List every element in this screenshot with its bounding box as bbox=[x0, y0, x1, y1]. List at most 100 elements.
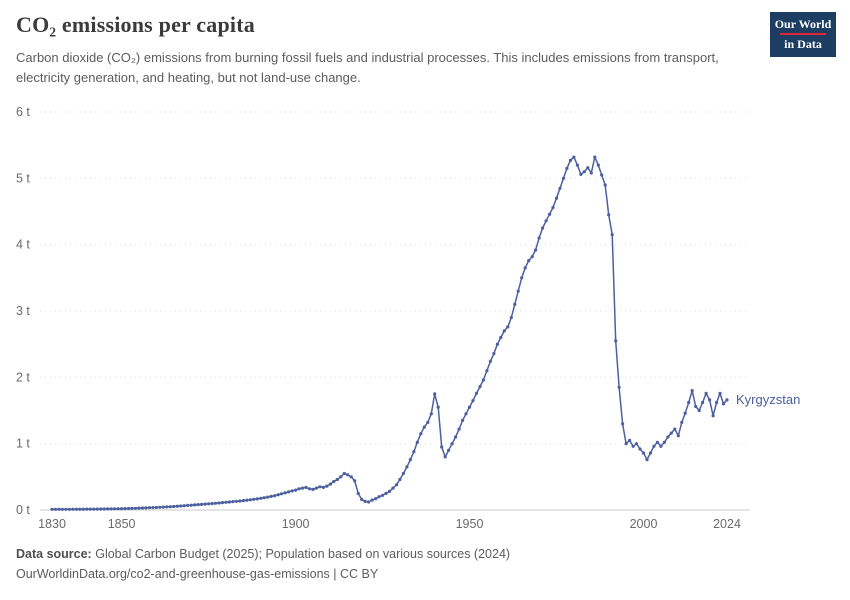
data-point bbox=[283, 491, 287, 495]
data-point bbox=[227, 500, 231, 504]
data-point bbox=[213, 501, 218, 505]
data-point bbox=[593, 155, 597, 159]
x-tick-label: 1900 bbox=[282, 517, 310, 531]
data-point bbox=[669, 431, 673, 435]
data-point bbox=[436, 405, 440, 409]
data-point bbox=[662, 440, 667, 444]
data-point bbox=[676, 434, 680, 438]
data-point bbox=[614, 339, 618, 343]
data-point bbox=[161, 505, 165, 509]
data-point bbox=[266, 495, 270, 499]
data-point bbox=[165, 505, 169, 509]
data-point bbox=[687, 400, 691, 405]
data-point bbox=[168, 505, 172, 509]
data-point bbox=[568, 158, 573, 162]
source-label: Data source: bbox=[16, 547, 92, 561]
data-point bbox=[255, 497, 259, 501]
data-point bbox=[280, 492, 284, 496]
data-point bbox=[464, 412, 468, 416]
data-point bbox=[147, 506, 151, 510]
page-title: CO₂ emissions per capita bbox=[16, 12, 255, 37]
data-point bbox=[328, 482, 332, 486]
data-point bbox=[175, 504, 179, 508]
data-point bbox=[154, 505, 158, 510]
data-point bbox=[690, 389, 694, 393]
data-point bbox=[596, 163, 600, 167]
data-point bbox=[290, 489, 294, 493]
data-point bbox=[300, 486, 305, 490]
data-point bbox=[603, 183, 607, 187]
data-point bbox=[172, 504, 176, 509]
data-point bbox=[356, 491, 360, 495]
data-point bbox=[534, 248, 538, 252]
owid-logo[interactable]: Our World in Data bbox=[770, 12, 836, 57]
footer-link[interactable]: OurWorldinData.org/co2-and-greenhouse-ga… bbox=[16, 567, 330, 582]
data-point bbox=[575, 163, 580, 167]
license-line: OurWorldinData.org/co2-and-greenhouse-ga… bbox=[16, 564, 510, 584]
data-point bbox=[318, 485, 322, 489]
data-point bbox=[120, 507, 124, 511]
data-point bbox=[680, 420, 684, 424]
data-point bbox=[273, 494, 277, 498]
data-point bbox=[248, 498, 252, 502]
footer-license[interactable]: CC BY bbox=[340, 567, 379, 582]
data-point bbox=[561, 176, 566, 180]
data-point bbox=[394, 483, 399, 487]
data-point bbox=[537, 236, 541, 240]
data-point bbox=[513, 302, 517, 306]
data-point bbox=[220, 501, 225, 505]
data-point bbox=[440, 445, 444, 449]
data-point bbox=[207, 502, 211, 506]
data-point bbox=[210, 502, 214, 506]
data-point bbox=[701, 400, 705, 405]
data-point bbox=[133, 506, 138, 510]
data-point bbox=[60, 507, 64, 511]
data-point bbox=[67, 507, 71, 511]
data-point bbox=[558, 186, 562, 190]
data-point bbox=[370, 498, 374, 502]
data-point bbox=[582, 170, 586, 174]
data-point bbox=[478, 385, 482, 389]
data-point bbox=[467, 405, 472, 409]
data-point bbox=[95, 507, 99, 511]
data-point bbox=[391, 486, 395, 490]
data-point bbox=[419, 432, 423, 436]
data-point bbox=[708, 398, 712, 402]
x-tick-label: 1850 bbox=[108, 517, 136, 531]
data-point bbox=[123, 507, 127, 511]
data-point bbox=[179, 504, 183, 508]
data-point bbox=[186, 503, 190, 507]
data-point bbox=[311, 487, 315, 491]
data-point bbox=[200, 502, 204, 506]
data-point bbox=[92, 507, 96, 511]
data-point bbox=[527, 259, 531, 263]
data-point bbox=[53, 507, 58, 511]
data-point bbox=[217, 501, 221, 505]
y-tick-label: 1 t bbox=[16, 437, 30, 451]
data-point bbox=[520, 276, 524, 280]
data-point bbox=[429, 412, 433, 416]
y-tick-label: 2 t bbox=[16, 370, 30, 384]
data-point bbox=[252, 497, 256, 501]
data-point bbox=[631, 444, 635, 448]
data-point bbox=[401, 471, 405, 476]
data-point bbox=[377, 495, 381, 499]
data-point bbox=[137, 506, 141, 510]
data-point bbox=[697, 408, 701, 413]
data-point bbox=[342, 471, 346, 476]
data-point bbox=[339, 475, 343, 479]
data-point bbox=[426, 420, 430, 424]
data-point bbox=[276, 493, 280, 497]
data-point bbox=[346, 473, 350, 477]
chart-subtitle: Carbon dioxide (CO₂) emissions from burn… bbox=[16, 50, 719, 85]
x-tick-label: 2000 bbox=[630, 517, 658, 531]
data-point bbox=[641, 451, 646, 455]
data-point bbox=[78, 507, 82, 511]
data-point bbox=[554, 196, 559, 200]
data-point bbox=[502, 329, 506, 333]
data-point bbox=[655, 440, 660, 444]
x-tick-label: 1830 bbox=[38, 517, 66, 531]
y-tick-label: 4 t bbox=[16, 238, 30, 252]
data-point bbox=[231, 500, 235, 504]
